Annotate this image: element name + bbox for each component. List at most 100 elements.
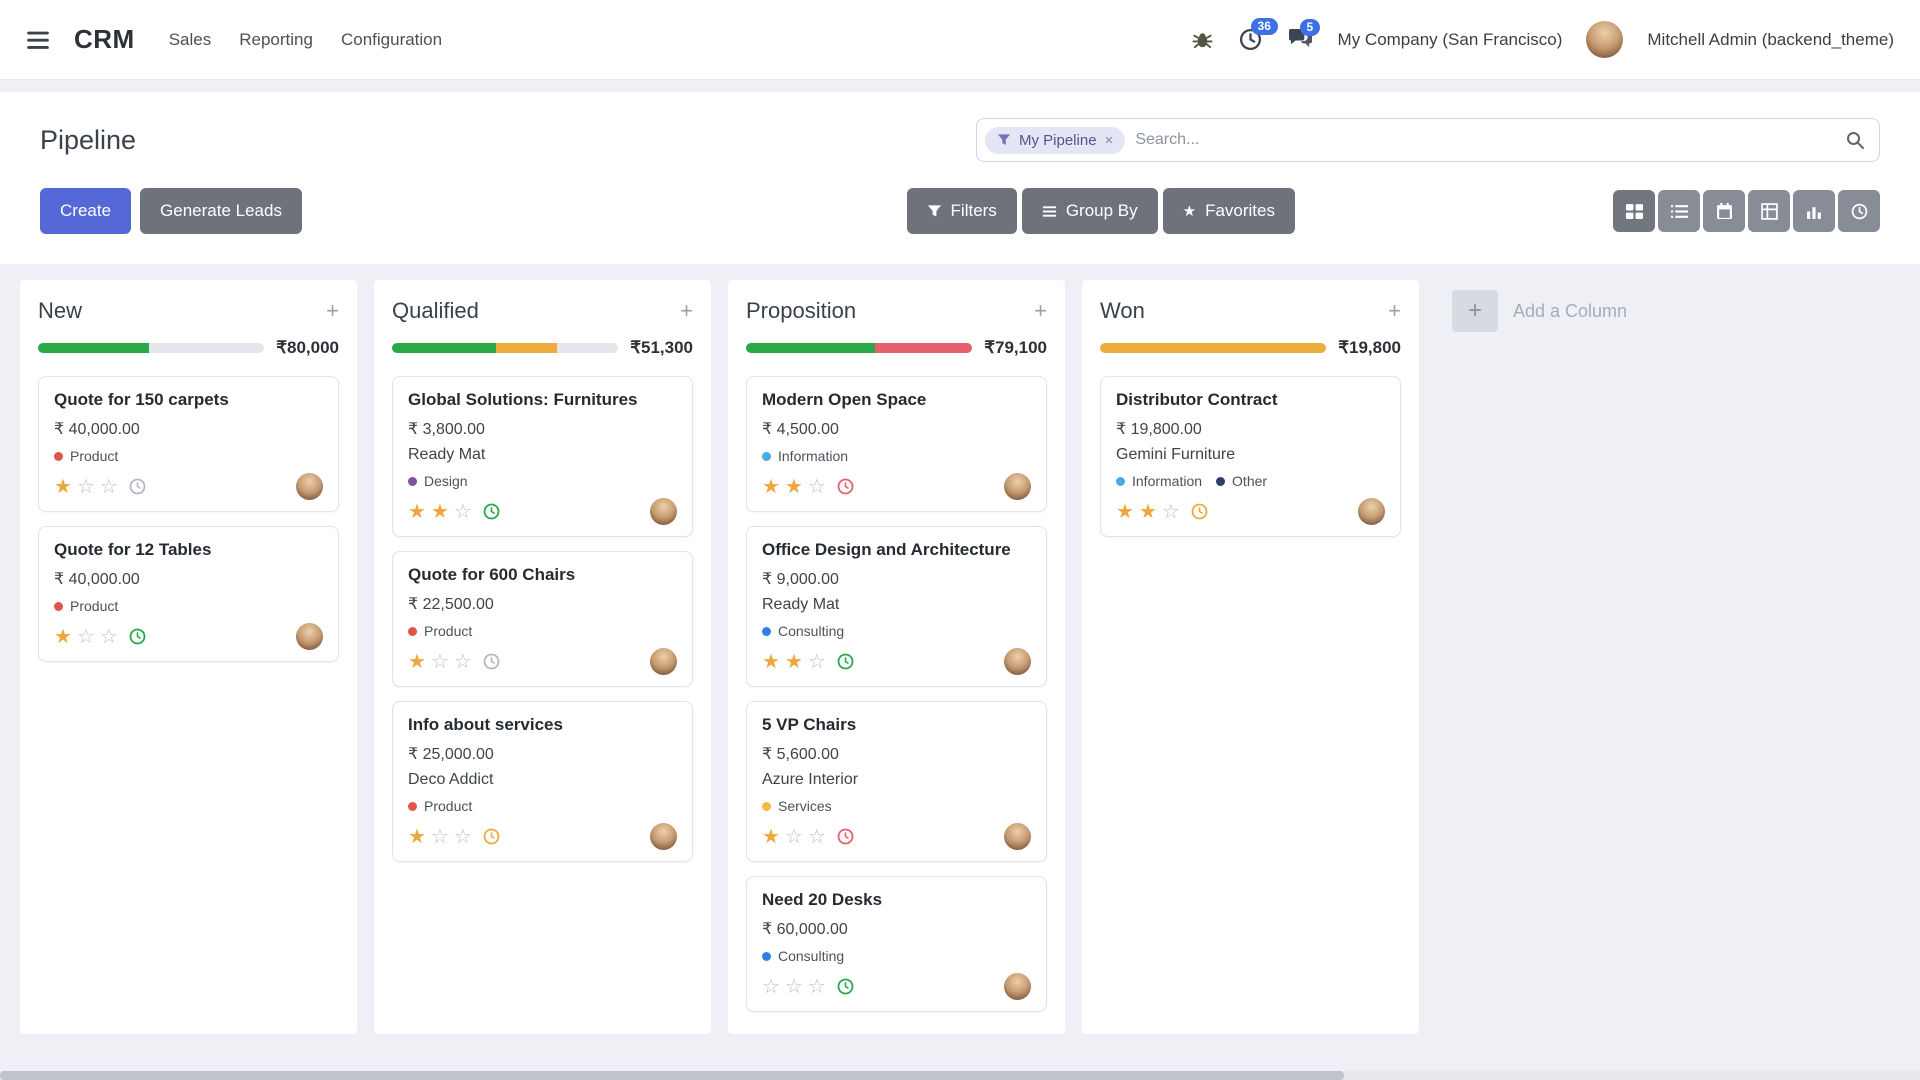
create-button[interactable]: Create [40,188,132,234]
kanban-card[interactable]: Quote for 150 carpets ₹ 40,000.00 Produc… [38,376,339,512]
apps-menu-icon[interactable] [26,28,50,52]
app-menus: Sales Reporting Configuration [169,30,442,50]
star-filled-icon[interactable]: ★ [1116,500,1134,523]
horizontal-scrollbar-thumb[interactable] [0,1071,1344,1080]
user-avatar[interactable] [1586,21,1624,58]
add-record-button[interactable]: + [680,298,693,323]
star-empty-icon[interactable]: ☆ [76,625,95,648]
activity-clock-icon[interactable] [837,978,854,995]
kanban-card[interactable]: Info about services ₹ 25,000.00 Deco Add… [392,701,693,862]
progress-segment-orange[interactable] [496,343,558,353]
star-empty-icon[interactable]: ☆ [762,975,780,998]
progress-segment-green[interactable] [392,343,497,353]
activity-clock-icon[interactable] [129,478,146,495]
star-filled-icon[interactable]: ★ [430,500,449,523]
kanban-view-button[interactable] [1613,190,1655,232]
search-input[interactable] [1135,131,1835,149]
star-filled-icon[interactable]: ★ [762,650,780,673]
kanban-card[interactable]: Quote for 12 Tables ₹ 40,000.00 Product … [38,526,339,662]
star-empty-icon[interactable]: ☆ [76,475,95,498]
card-partner: Deco Addict [408,771,494,788]
star-empty-icon[interactable]: ☆ [807,650,826,673]
company-switcher[interactable]: My Company (San Francisco) [1337,29,1563,49]
list-view-button[interactable] [1658,190,1700,232]
star-filled-icon[interactable]: ★ [762,825,780,848]
kanban-card[interactable]: Quote for 600 Chairs ₹ 22,500.00 Product… [392,551,693,687]
star-empty-icon[interactable]: ☆ [807,975,826,998]
kanban-columns: New + ₹80,000 Quote for 150 carpets ₹ 40… [20,280,1419,1034]
facet-remove-icon[interactable]: × [1104,131,1114,149]
user-menu[interactable]: Mitchell Admin (backend_theme) [1647,29,1894,49]
kanban-card[interactable]: Modern Open Space ₹ 4,500.00 Information… [746,376,1047,512]
progress-segment-green[interactable] [38,343,149,353]
add-record-button[interactable]: + [1034,298,1047,323]
star-empty-icon[interactable]: ☆ [1161,500,1180,523]
kanban-card[interactable]: Office Design and Architecture ₹ 9,000.0… [746,526,1047,687]
star-filled-icon[interactable]: ★ [784,475,803,498]
star-empty-icon[interactable]: ☆ [807,475,826,498]
kanban-card[interactable]: Global Solutions: Furnitures ₹ 3,800.00 … [392,376,693,537]
progress-segment-orange[interactable] [1100,343,1327,353]
progress-segment-red[interactable] [874,343,973,353]
debug-bug-icon[interactable] [1191,28,1214,51]
tag-label: Information [778,448,849,464]
kanban-column: Won + ₹19,800 Distributor Contract ₹ 19,… [1082,280,1419,1034]
star-empty-icon[interactable]: ☆ [784,975,803,998]
star-filled-icon[interactable]: ★ [408,650,426,673]
pivot-view-button[interactable] [1748,190,1790,232]
star-filled-icon[interactable]: ★ [408,500,426,523]
activity-clock-icon[interactable] [837,653,854,670]
filters-button[interactable]: Filters [906,188,1017,234]
favorites-button[interactable]: ★ Favorites [1162,188,1295,234]
tag-row: Services [762,798,1031,814]
activity-view-button[interactable] [1838,190,1880,232]
star-empty-icon[interactable]: ☆ [99,625,118,648]
add-column-button[interactable]: + [1452,290,1498,332]
progress-segment-muted[interactable] [557,343,619,353]
star-filled-icon[interactable]: ★ [784,650,803,673]
activity-clock-icon[interactable] [483,503,500,520]
view-switcher [1613,190,1880,232]
star-filled-icon[interactable]: ★ [408,825,426,848]
star-empty-icon[interactable]: ☆ [784,825,803,848]
star-filled-icon[interactable]: ★ [762,475,780,498]
group-by-button[interactable]: Group By [1021,188,1158,234]
graph-view-button[interactable] [1793,190,1835,232]
star-empty-icon[interactable]: ☆ [453,825,472,848]
generate-leads-button[interactable]: Generate Leads [140,188,302,234]
star-empty-icon[interactable]: ☆ [430,650,449,673]
tag: Consulting [762,623,844,639]
kanban-card[interactable]: Need 20 Desks ₹ 60,000.00 Consulting ☆ ☆ ☆ [746,876,1047,1012]
column-total: ₹19,800 [1338,338,1401,357]
search-bar[interactable]: My Pipeline × [976,118,1880,162]
menu-reporting[interactable]: Reporting [239,29,313,49]
activity-clock-icon[interactable] [483,828,500,845]
star-empty-icon[interactable]: ☆ [99,475,118,498]
calendar-view-button[interactable] [1703,190,1745,232]
star-filled-icon[interactable]: ★ [54,475,72,498]
activity-clock-icon[interactable] [837,828,854,845]
progress-segment-green[interactable] [746,343,875,353]
star-filled-icon[interactable]: ★ [1138,500,1157,523]
menu-sales[interactable]: Sales [168,29,212,49]
activities-icon[interactable]: 36 [1238,18,1278,52]
star-filled-icon[interactable]: ★ [54,625,72,648]
progress-segment-muted[interactable] [148,343,265,353]
activity-clock-icon[interactable] [1191,503,1208,520]
add-record-button[interactable]: + [1388,298,1401,323]
horizontal-scrollbar[interactable] [0,1071,1920,1080]
star-empty-icon[interactable]: ☆ [430,825,449,848]
menu-configuration[interactable]: Configuration [340,29,443,49]
kanban-card[interactable]: 5 VP Chairs ₹ 5,600.00 Azure Interior Se… [746,701,1047,862]
search-icon[interactable] [1845,130,1865,150]
messages-icon[interactable]: 5 [1287,19,1321,51]
activity-clock-icon[interactable] [483,653,500,670]
star-empty-icon[interactable]: ☆ [807,825,826,848]
star-empty-icon[interactable]: ☆ [453,500,472,523]
star-empty-icon[interactable]: ☆ [453,650,472,673]
card-partner: Azure Interior [762,771,859,788]
activity-clock-icon[interactable] [837,478,854,495]
kanban-card[interactable]: Distributor Contract ₹ 19,800.00 Gemini … [1100,376,1401,537]
activity-clock-icon[interactable] [129,628,146,645]
add-record-button[interactable]: + [326,298,339,323]
